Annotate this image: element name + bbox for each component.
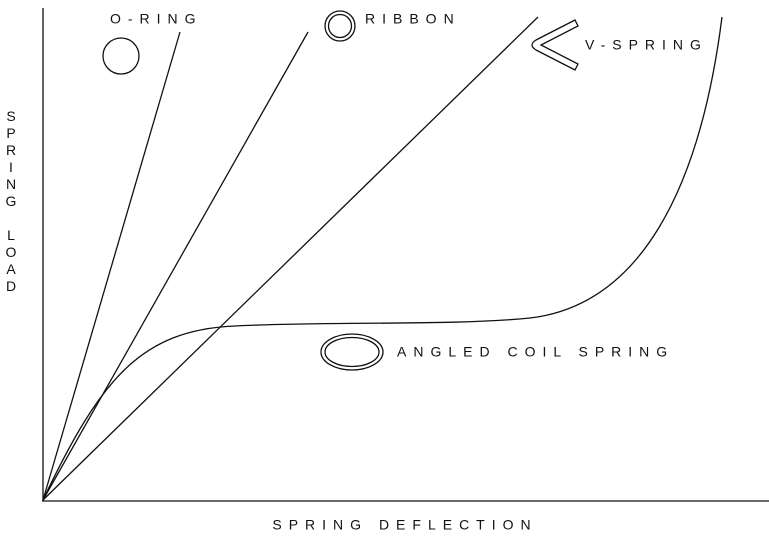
x-axis-label: SPRING DEFLECTION [272, 517, 537, 533]
ribbon-icon-outer [324, 10, 356, 42]
curve-label: ANGLED COIL SPRING [397, 344, 674, 360]
v-spring-icon [531, 19, 579, 71]
coil-icon-inner [324, 336, 380, 368]
ribbon-curve [42, 31, 309, 501]
angled-coil-curve [42, 16, 723, 501]
coil-icon-outer [320, 333, 384, 371]
o-ring-icon [102, 37, 140, 75]
o-ring-curve [42, 31, 181, 501]
v-spring-curve [42, 16, 539, 501]
curve-label: V-SPRING [585, 37, 708, 53]
curve-label: O-RING [110, 11, 203, 27]
y-axis-label: SPRING LOAD [3, 108, 19, 295]
ribbon-icon-inner [327, 13, 353, 39]
curve-label: RIBBON [365, 11, 461, 27]
